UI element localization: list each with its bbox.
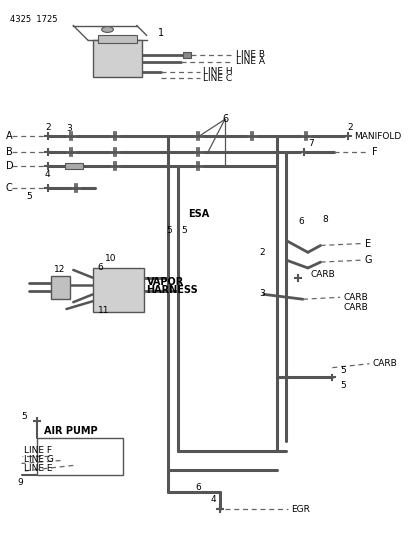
Text: E: E	[364, 239, 370, 248]
Text: 2: 2	[45, 123, 50, 132]
Ellipse shape	[101, 27, 113, 33]
Text: LINE G: LINE G	[25, 455, 54, 464]
Bar	[92, 40, 142, 77]
Text: 4: 4	[45, 169, 50, 179]
Text: 5: 5	[166, 227, 171, 236]
Text: LINE B: LINE B	[235, 51, 264, 59]
Bar	[97, 35, 137, 43]
Text: 12: 12	[54, 265, 65, 274]
Text: AIR PUMP: AIR PUMP	[44, 426, 97, 436]
Bar	[92, 268, 143, 312]
Text: CARB: CARB	[342, 303, 367, 312]
Bar	[65, 164, 83, 169]
Text: 5: 5	[21, 412, 27, 421]
Text: A: A	[6, 131, 12, 141]
Text: LINE A: LINE A	[235, 57, 264, 66]
Text: 9: 9	[18, 478, 23, 487]
Text: VAPOR: VAPOR	[146, 277, 183, 287]
Text: 5: 5	[339, 381, 345, 390]
Text: LINE E: LINE E	[25, 464, 53, 473]
Text: 4325  1725: 4325 1725	[10, 15, 57, 24]
Text: 11: 11	[97, 306, 109, 316]
Text: 6: 6	[195, 483, 201, 492]
Bar	[37, 438, 123, 475]
Text: 5: 5	[339, 366, 345, 375]
Text: CARB: CARB	[310, 270, 335, 279]
Text: 3: 3	[258, 289, 264, 298]
Text: 7: 7	[307, 139, 313, 148]
Text: LINE F: LINE F	[25, 446, 52, 455]
Text: HARNESS: HARNESS	[146, 286, 198, 295]
Text: B: B	[6, 147, 13, 157]
Text: CARB: CARB	[342, 293, 367, 302]
Text: EGR: EGR	[290, 505, 309, 514]
Text: 10: 10	[104, 254, 116, 263]
Text: 5: 5	[180, 227, 186, 236]
Text: 6: 6	[297, 216, 303, 225]
Text: LINE H: LINE H	[203, 67, 232, 76]
Text: 4: 4	[210, 495, 215, 504]
Text: CARB: CARB	[371, 359, 396, 368]
Text: G: G	[364, 255, 371, 265]
Text: 2: 2	[346, 123, 352, 132]
Bar	[182, 52, 190, 58]
Text: LINE C: LINE C	[203, 74, 232, 83]
Text: ESA: ESA	[187, 209, 209, 219]
Text: F: F	[371, 147, 377, 157]
Text: D: D	[6, 161, 13, 171]
Text: 6: 6	[97, 263, 103, 272]
Text: 6: 6	[222, 115, 228, 124]
Text: 2: 2	[258, 248, 264, 257]
Text: MANIFOLD: MANIFOLD	[353, 132, 400, 141]
Text: C: C	[6, 183, 13, 193]
Text: 3: 3	[66, 124, 72, 133]
Text: 1: 1	[158, 28, 164, 38]
Text: 8: 8	[322, 215, 328, 224]
Text: 5: 5	[26, 192, 32, 201]
Bar	[51, 276, 70, 299]
